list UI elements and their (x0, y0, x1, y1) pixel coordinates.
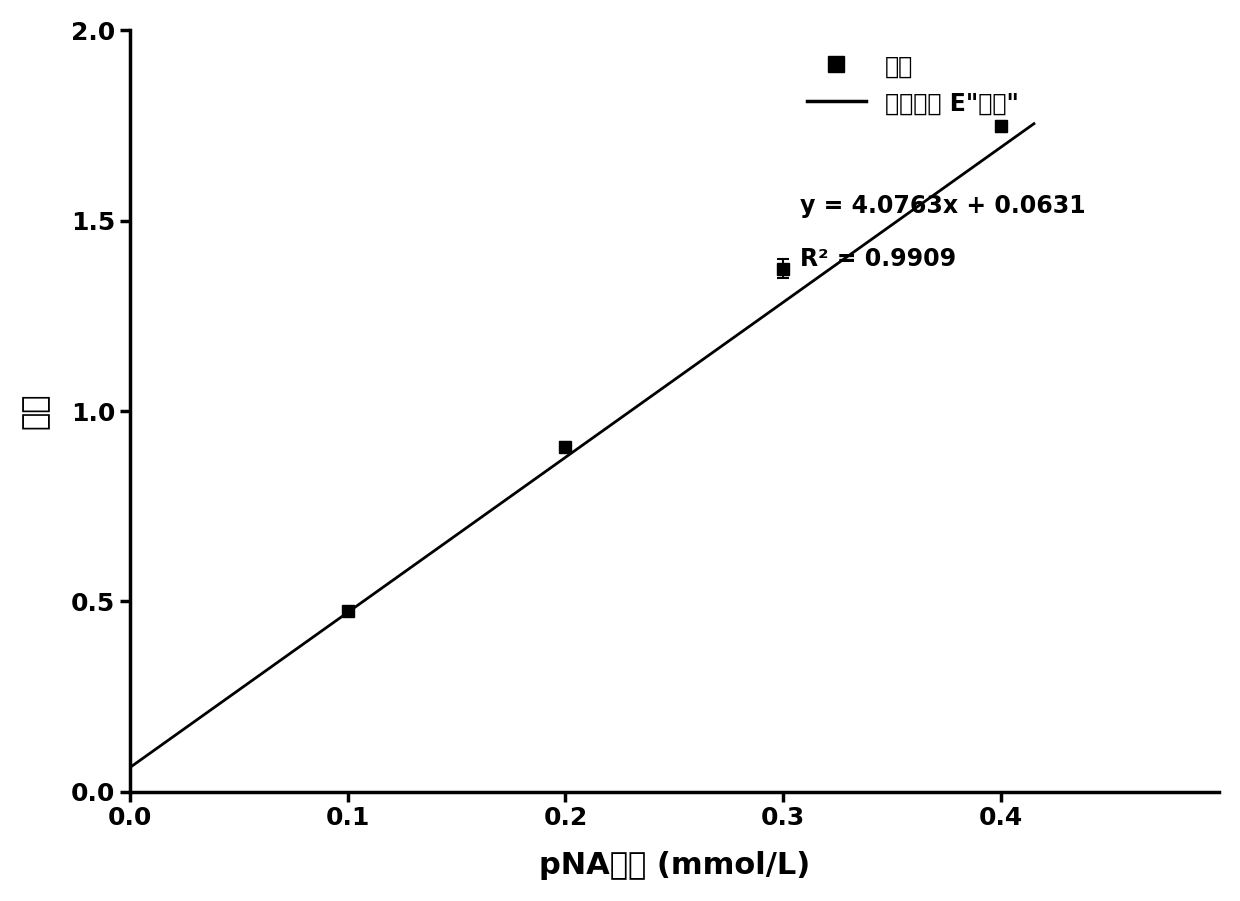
Text: y = 4.0763x + 0.0631: y = 4.0763x + 0.0631 (800, 194, 1085, 218)
Legend: 均値, 线性拟合 E"均値": 均値, 线性拟合 E"均値" (795, 42, 1030, 128)
Y-axis label: 均値: 均値 (21, 393, 50, 429)
X-axis label: pNA浓度 (mmol/L): pNA浓度 (mmol/L) (538, 851, 810, 880)
Text: R² = 0.9909: R² = 0.9909 (800, 248, 956, 271)
